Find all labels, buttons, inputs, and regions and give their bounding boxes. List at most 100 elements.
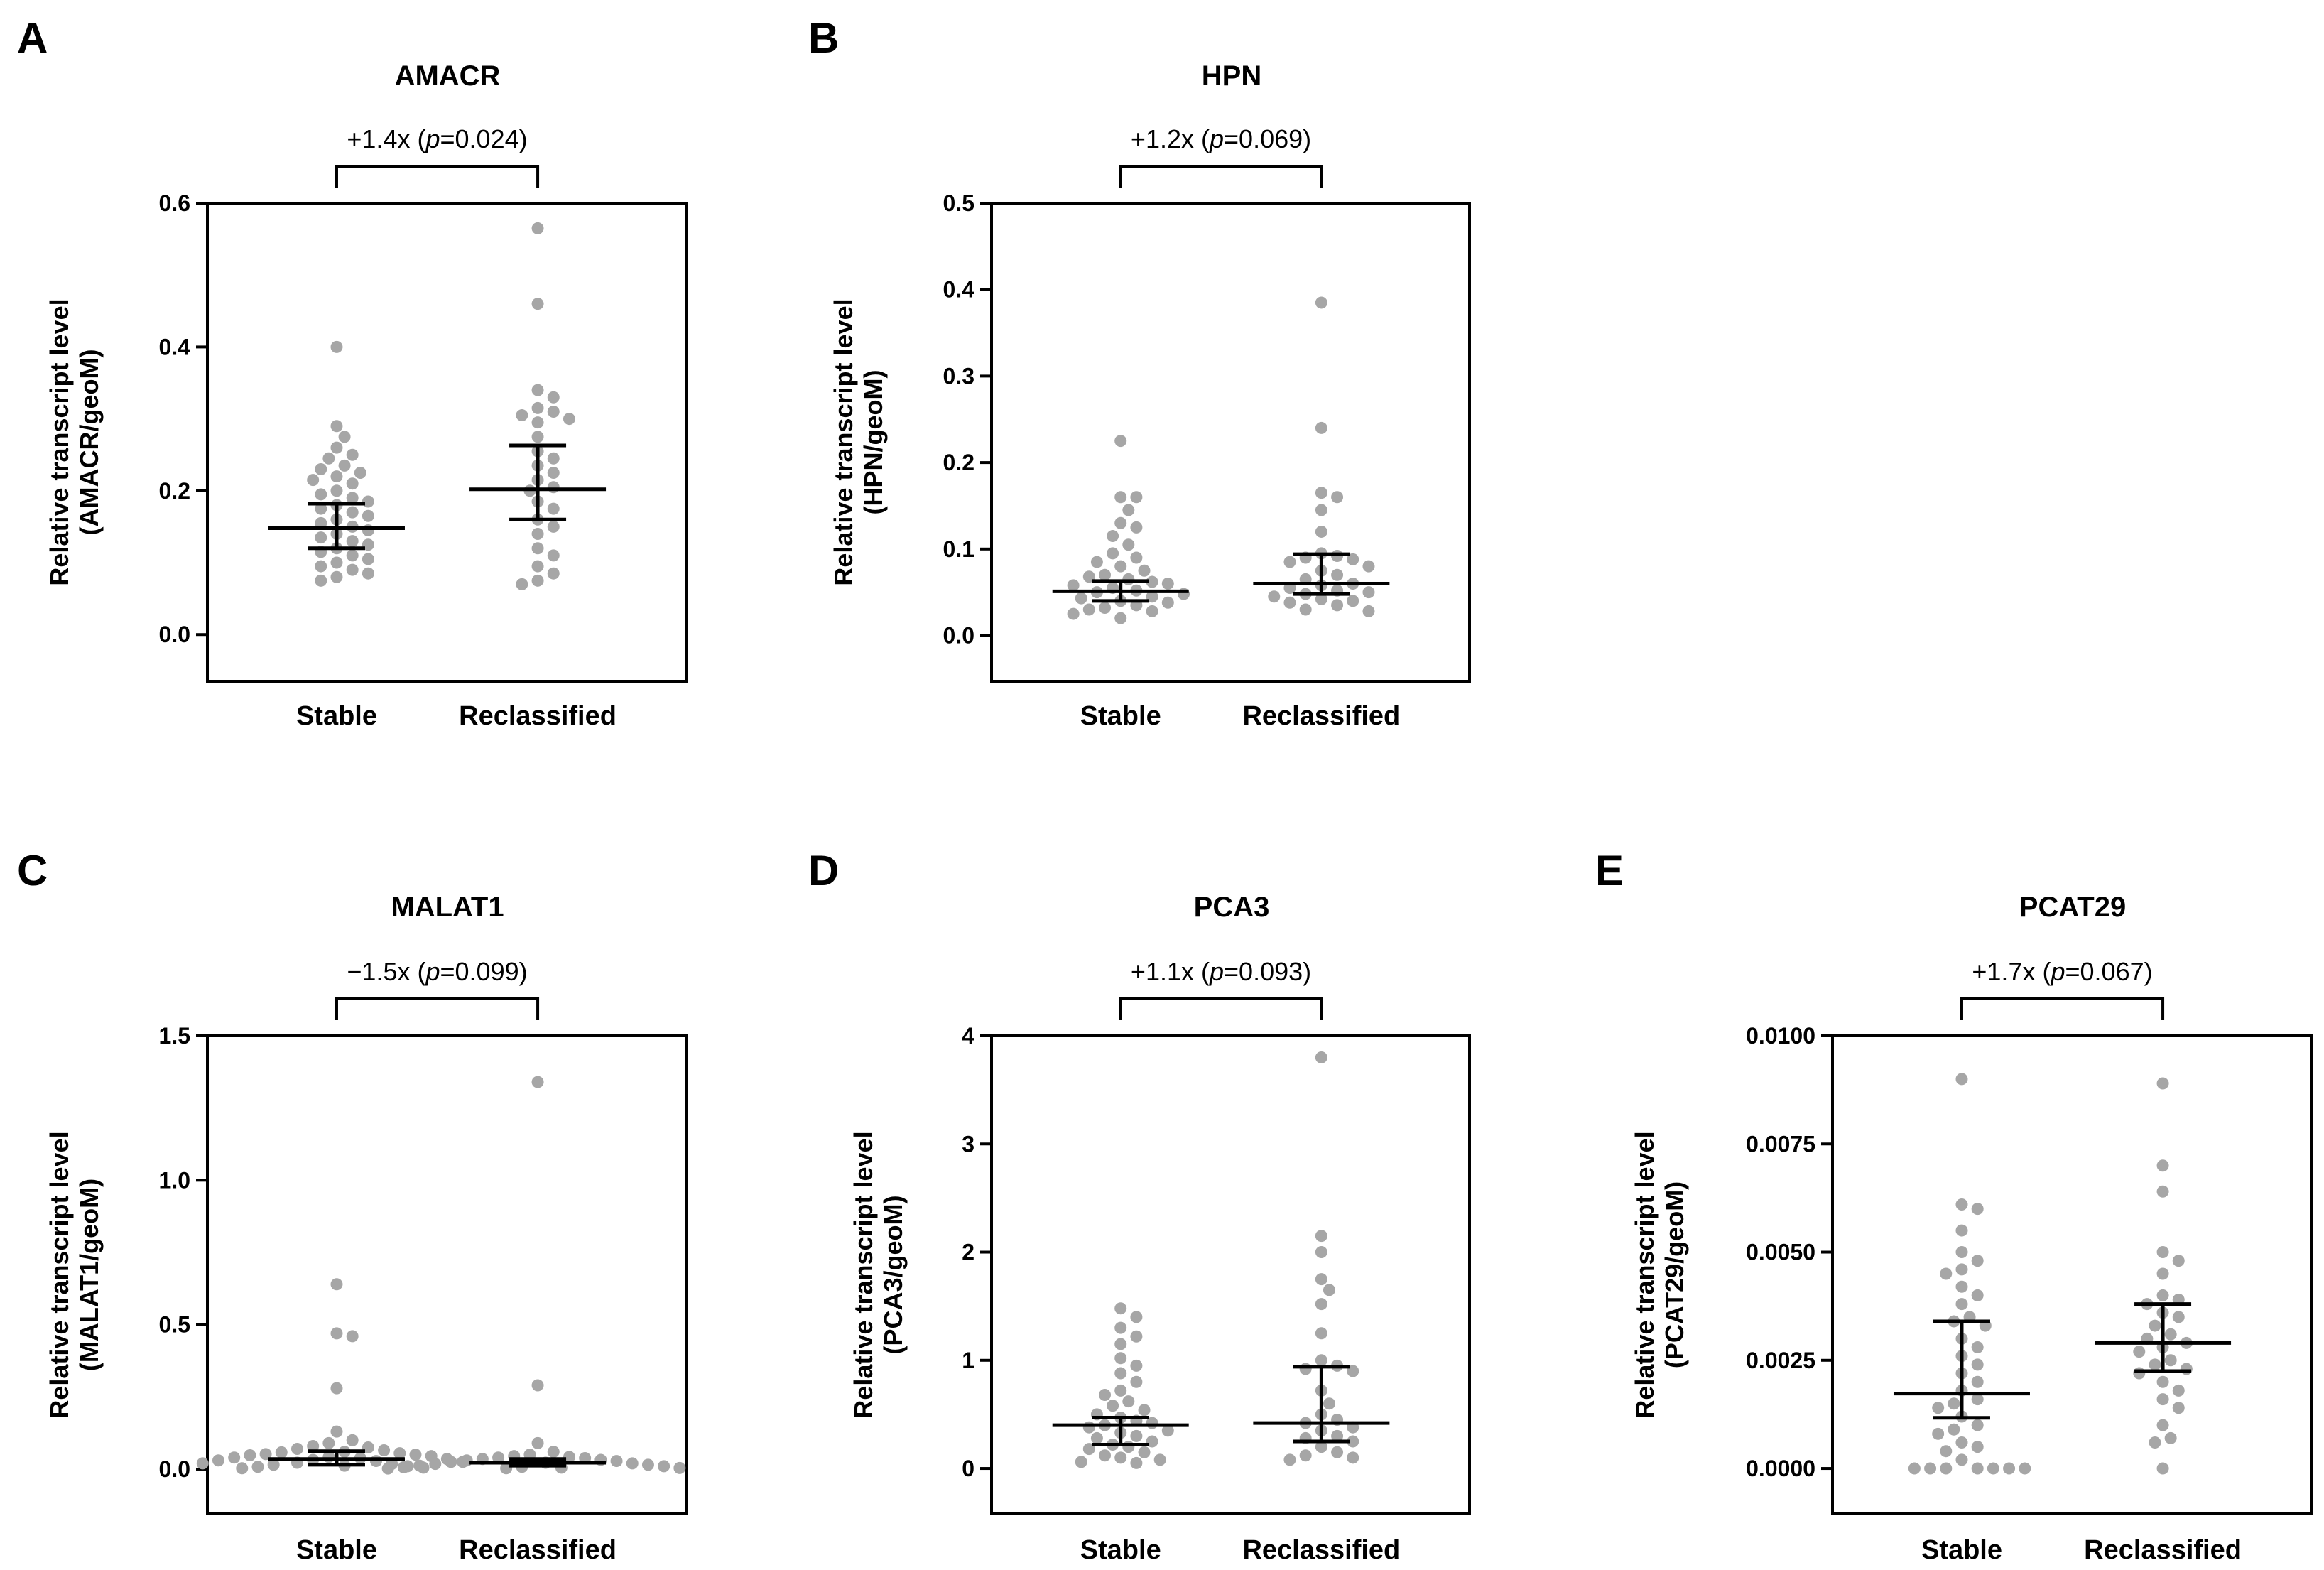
data-point — [531, 431, 544, 443]
panel-letter: A — [17, 14, 48, 62]
data-point — [1090, 556, 1103, 568]
paren-open: ( — [1194, 124, 1210, 153]
data-point — [1283, 1453, 1296, 1466]
data-point — [1107, 1400, 1119, 1412]
data-point — [1090, 1431, 1103, 1444]
data-point — [1114, 560, 1127, 573]
data-point — [381, 1462, 394, 1475]
data-point — [315, 462, 327, 475]
data-point — [1130, 1359, 1143, 1372]
data-point — [1114, 1321, 1127, 1334]
data-point — [362, 495, 374, 508]
data-point — [307, 474, 320, 487]
data-point — [330, 570, 343, 583]
data-point — [322, 452, 335, 465]
data-point — [2156, 1267, 2169, 1280]
data-point — [547, 405, 560, 418]
paren-close: ) — [519, 124, 528, 153]
data-point — [338, 431, 351, 443]
data-point — [1315, 1441, 1327, 1453]
x-category-label: Stable — [1921, 1535, 2002, 1565]
data-point — [1130, 551, 1143, 564]
data-point — [1161, 596, 1174, 609]
y-axis-label: Relative transcript level(PCA3/geoM) — [849, 1131, 908, 1418]
data-point — [1971, 1462, 1984, 1475]
significance-annotation: +1.1x (p=0.093) — [1131, 957, 1311, 986]
y-tick-label: 0.4 — [943, 277, 975, 303]
y-tick-label: 0.0 — [943, 622, 974, 648]
y-axis-label-line: Relative transcript level — [849, 1131, 878, 1418]
data-point — [1323, 1397, 1335, 1410]
data-point — [1932, 1402, 1945, 1414]
data-point — [2156, 1289, 2169, 1301]
data-point — [330, 1425, 343, 1438]
series-reclassified — [381, 1076, 686, 1475]
data-point — [610, 1455, 623, 1468]
data-point — [2149, 1436, 2161, 1449]
data-point — [315, 516, 327, 529]
data-point — [1114, 1367, 1127, 1380]
paren-open: ( — [410, 124, 425, 153]
data-point — [413, 1459, 426, 1472]
x-category-label: Reclassified — [2084, 1535, 2242, 1565]
y-axis-label-line: (AMACR/geoM) — [75, 350, 104, 536]
data-point — [1924, 1462, 1937, 1475]
data-point — [1067, 579, 1080, 592]
data-point — [2180, 1363, 2193, 1375]
y-tick-label: 0.5 — [159, 1312, 190, 1338]
data-point — [531, 222, 544, 234]
y-tick-label: 0.1 — [943, 536, 974, 562]
data-point — [460, 1454, 473, 1467]
data-point — [516, 409, 528, 422]
panel-title: PCAT29 — [2019, 892, 2126, 923]
y-tick-label: 0.4 — [159, 334, 191, 359]
paren-open: ( — [1194, 957, 1210, 986]
data-point — [1283, 596, 1296, 609]
series-reclassified — [1253, 1051, 1390, 1466]
data-point — [362, 553, 374, 565]
data-point — [1948, 1423, 1960, 1436]
data-point — [354, 467, 366, 480]
data-point — [315, 531, 327, 544]
data-point — [346, 492, 359, 504]
y-tick-label: 2 — [962, 1240, 974, 1265]
data-point — [2164, 1431, 2177, 1444]
panel-c: C MALAT1 −1.5x (p=0.099) 0.0 0.5 1.0 1.5 Relati… — [17, 847, 688, 1565]
y-axis-label-line: Relative transcript level — [829, 298, 858, 585]
data-point — [362, 538, 374, 551]
y-tick-label: 0.0050 — [1746, 1240, 1815, 1265]
data-point — [275, 1446, 288, 1458]
plot-frame — [990, 202, 1471, 683]
data-point — [2172, 1311, 2185, 1323]
data-point — [346, 448, 359, 461]
data-point — [1114, 1352, 1127, 1365]
data-point — [2164, 1328, 2177, 1341]
data-point — [1315, 1273, 1327, 1286]
data-point — [1347, 595, 1359, 607]
data-point — [547, 452, 560, 465]
significance-annotation: +1.7x (p=0.067) — [1972, 957, 2152, 986]
data-point — [362, 509, 374, 522]
data-point — [315, 560, 327, 573]
fold-change: +1.4x — [347, 124, 410, 153]
data-point — [1099, 1449, 1112, 1462]
y-axis-label: Relative transcript level(PCAT29/geoM) — [1630, 1131, 1689, 1418]
data-point — [1315, 421, 1327, 434]
data-point — [346, 1434, 359, 1446]
y-axis-label-line: (MALAT1/geoM) — [75, 1179, 104, 1371]
data-point — [1268, 590, 1281, 603]
data-point — [2019, 1462, 2031, 1475]
data-point — [492, 1451, 505, 1464]
data-point — [1075, 592, 1087, 605]
data-point — [362, 1441, 374, 1453]
paren-open: ( — [410, 957, 425, 986]
p-label: p — [425, 124, 440, 153]
data-point — [547, 567, 560, 580]
data-point — [2156, 1077, 2169, 1090]
p-label: p — [1209, 124, 1224, 153]
data-point — [1331, 568, 1344, 581]
y-axis-label-line: Relative transcript level — [45, 1131, 74, 1418]
data-point — [1971, 1419, 1984, 1431]
data-point — [1940, 1462, 1953, 1475]
data-point — [315, 488, 327, 501]
